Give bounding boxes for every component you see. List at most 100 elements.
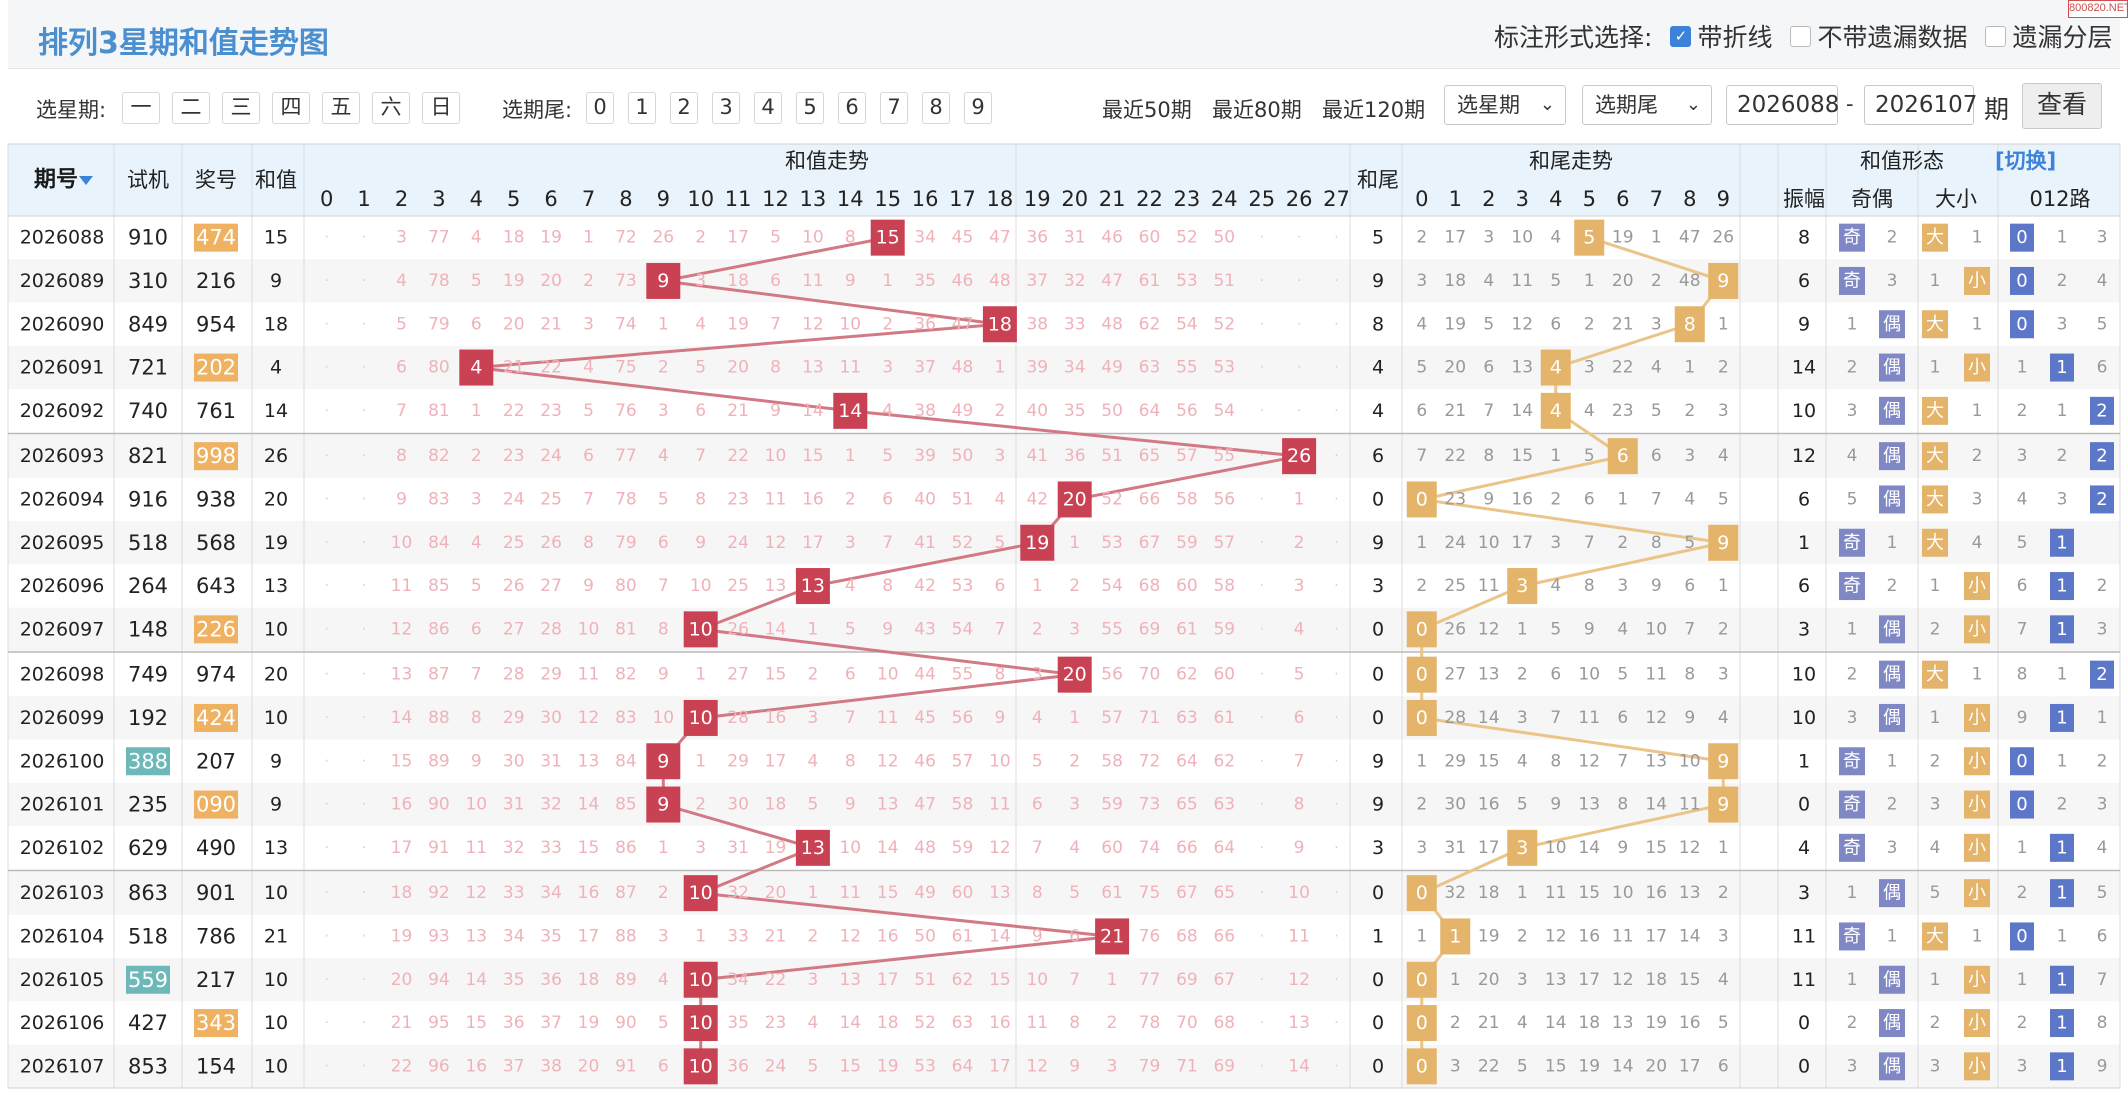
checkbox-icon[interactable] — [1790, 25, 1812, 47]
tail-miss-count: 15 — [1578, 883, 1600, 903]
odd-even-value: 奇 — [1843, 926, 1861, 947]
weekday-button[interactable]: 四 — [272, 92, 310, 124]
option-no-miss-data[interactable]: 不带遗漏数据 — [1790, 18, 1967, 54]
big-small-header: 大小 — [1935, 187, 1977, 211]
tail-select[interactable]: 选期尾 ⌄ — [1582, 85, 1712, 125]
miss-count: 2 — [658, 883, 669, 903]
miss-count: 41 — [1026, 446, 1048, 466]
weekday-button[interactable]: 六 — [372, 92, 410, 124]
miss-count: 13 — [839, 970, 861, 990]
miss-count: 91 — [615, 1056, 637, 1076]
miss-count: 2 — [994, 401, 1005, 421]
miss-count: 22 — [391, 1056, 413, 1076]
big-small-badge — [1922, 396, 1948, 425]
tail-button[interactable]: 1 — [628, 92, 656, 124]
to-issue-input[interactable]: 2026107 — [1864, 85, 1977, 125]
miss-count: 4 — [1294, 619, 1305, 639]
miss-count: 8 — [882, 576, 893, 596]
miss-count: 21 — [765, 926, 787, 946]
switch-link[interactable]: [切换] — [1995, 149, 2056, 173]
miss-count: 62 — [1176, 665, 1198, 685]
tail-button[interactable]: 8 — [922, 92, 950, 124]
tail-miss-count: 3 — [1517, 708, 1528, 728]
option-miss-layer[interactable]: 遗漏分层 — [1985, 18, 2112, 54]
miss-count: 29 — [503, 708, 525, 728]
tail-button[interactable]: 0 — [586, 92, 614, 124]
prize-number: 786 — [196, 924, 236, 948]
tail-button[interactable]: 9 — [964, 92, 992, 124]
miss-count: 9 — [471, 751, 482, 771]
miss-count: 48 — [914, 838, 936, 858]
recent-80-link[interactable]: 最近80期 — [1212, 98, 1302, 122]
miss-count: 21 — [727, 401, 749, 421]
route-miss: 2 — [2057, 795, 2068, 815]
checkbox-icon[interactable] — [1985, 25, 2007, 47]
tail-button[interactable]: 6 — [838, 92, 866, 124]
tail-hit-value: 4 — [1550, 400, 1562, 422]
tail-hit-value: 0 — [1416, 969, 1428, 991]
tail-hit-cell — [1708, 786, 1739, 823]
query-button[interactable]: 查看 — [2022, 83, 2102, 129]
route-value: 2 — [2096, 446, 2107, 467]
sum-column-header: 19 — [1024, 187, 1051, 211]
miss-count: 76 — [615, 401, 637, 421]
miss-count: 1 — [1107, 970, 1118, 990]
checkbox-checked-icon[interactable]: ✓ — [1670, 25, 1692, 47]
recent-120-link[interactable]: 最近120期 — [1322, 98, 1426, 122]
sum-column-header: 18 — [987, 187, 1014, 211]
tail-value: 0 — [1372, 1055, 1384, 1077]
miss-count: 6 — [1069, 926, 1080, 946]
recent-50-link[interactable]: 最近50期 — [1102, 98, 1192, 122]
miss-count: 14 — [765, 619, 787, 639]
miss-count: 12 — [877, 751, 899, 771]
weekday-button[interactable]: 二 — [172, 92, 210, 124]
weekday-button[interactable]: 三 — [222, 92, 260, 124]
sum-column-header: 22 — [1136, 187, 1163, 211]
miss-count: 59 — [1176, 533, 1198, 553]
odd-even-badge — [1879, 703, 1905, 732]
miss-count: 19 — [727, 314, 749, 334]
tail-button[interactable]: 3 — [712, 92, 740, 124]
odd-even-badge — [1839, 223, 1865, 252]
miss-count: 18 — [391, 883, 413, 903]
miss-count: 20 — [540, 271, 562, 291]
weekday-button[interactable]: 一 — [122, 92, 160, 124]
odd-even-value: 偶 — [1883, 883, 1901, 904]
odd-even-badge — [1839, 833, 1865, 862]
weekday-button[interactable]: 日 — [422, 92, 460, 124]
miss-placeholder: · — [362, 360, 366, 376]
miss-count: 3 — [845, 533, 856, 553]
big-small-value: 小 — [1968, 707, 1986, 728]
big-small-value: 小 — [1968, 576, 1986, 597]
miss-count: 2 — [1294, 533, 1305, 553]
option-with-line[interactable]: ✓ 带折线 — [1670, 18, 1772, 54]
tail-button[interactable]: 4 — [754, 92, 782, 124]
miss-count: 1 — [695, 751, 706, 771]
sum-trend-header: 和值走势 — [785, 149, 869, 173]
route-miss: 8 — [2097, 1013, 2108, 1033]
miss-count: 91 — [428, 838, 450, 858]
odd-even-miss: 2 — [1887, 228, 1898, 248]
miss-count: 30 — [503, 751, 525, 771]
miss-count: 2 — [882, 314, 893, 334]
tail-miss-count: 16 — [1511, 489, 1533, 509]
tail-button[interactable]: 7 — [880, 92, 908, 124]
miss-count: 67 — [1213, 970, 1235, 990]
tail-miss-count: 17 — [1578, 970, 1600, 990]
route-value: 1 — [2056, 707, 2067, 728]
big-small-badge — [1964, 833, 1990, 862]
miss-count: 52 — [914, 1013, 936, 1033]
tail-button[interactable]: 2 — [670, 92, 698, 124]
miss-count: 60 — [952, 883, 974, 903]
miss-count: 93 — [428, 926, 450, 946]
sort-desc-icon[interactable] — [79, 176, 93, 185]
weekday-select[interactable]: 选星期 ⌄ — [1444, 85, 1566, 125]
page-title: 排列3星期和值走势图 — [38, 26, 329, 61]
tail-button[interactable]: 5 — [796, 92, 824, 124]
miss-count: 46 — [1101, 228, 1123, 248]
route-miss: 7 — [2017, 619, 2028, 639]
miss-count: 28 — [540, 619, 562, 639]
from-issue-input[interactable]: 2026088 — [1726, 85, 1839, 125]
weekday-button[interactable]: 五 — [322, 92, 360, 124]
